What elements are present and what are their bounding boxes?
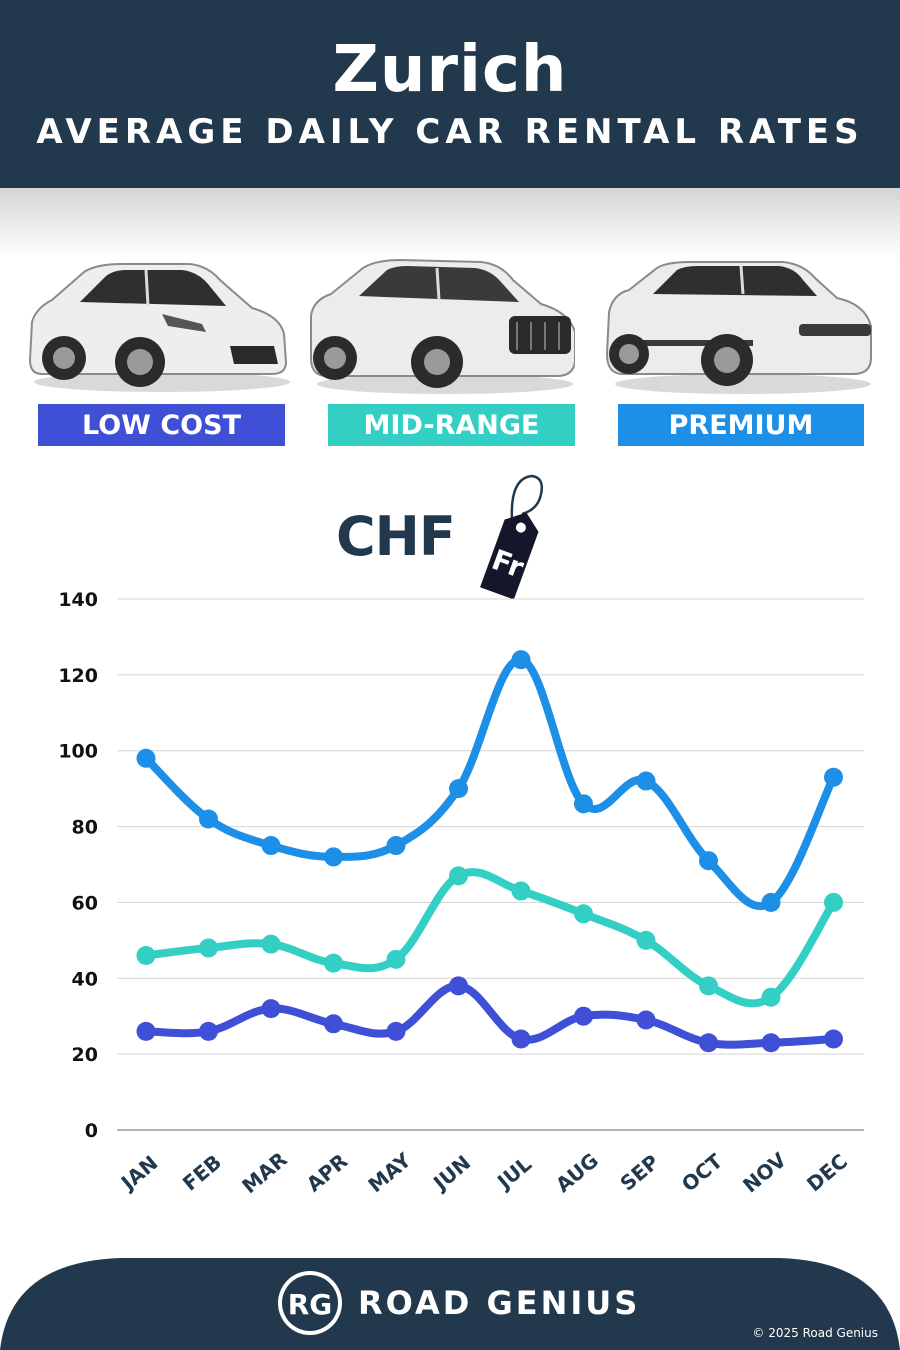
suv-car-image bbox=[310, 258, 575, 394]
premium-badge: PREMIUM bbox=[618, 404, 864, 446]
premium-data-point bbox=[324, 847, 343, 867]
y-tick-label: 20 bbox=[72, 1044, 98, 1066]
x-tick-label: JUL bbox=[491, 1152, 536, 1195]
x-tick-label: OCT bbox=[677, 1149, 727, 1197]
y-tick-label: 140 bbox=[58, 589, 98, 611]
mid-range-data-point bbox=[761, 987, 781, 1007]
mid-range-data-point bbox=[824, 892, 843, 912]
mid-range-badge: MID-RANGE bbox=[328, 404, 575, 446]
y-tick-label: 100 bbox=[58, 741, 98, 763]
low-cost-data-point bbox=[386, 1021, 406, 1041]
mid-range-data-point bbox=[699, 976, 718, 996]
premium-data-point bbox=[449, 779, 468, 799]
x-tick-label: MAY bbox=[363, 1148, 416, 1198]
x-tick-label: NOV bbox=[738, 1147, 791, 1197]
x-tick-label: SEP bbox=[615, 1150, 663, 1196]
premium-data-point bbox=[136, 748, 156, 768]
x-tick-label: JAN bbox=[115, 1151, 162, 1196]
low-cost-data-point bbox=[574, 1006, 593, 1026]
currency-code: CHF bbox=[336, 505, 456, 568]
premium-series-line bbox=[142, 655, 838, 910]
low-cost-data-point bbox=[136, 1021, 156, 1041]
low-cost-data-point bbox=[261, 999, 281, 1019]
header-banner: Zurich AVERAGE DAILY CAR RENTAL RATES bbox=[0, 0, 900, 188]
low-cost-data-point bbox=[636, 1010, 656, 1030]
low-cost-data-point bbox=[761, 1033, 781, 1053]
premium-data-point bbox=[824, 767, 843, 787]
low-cost-data-point bbox=[699, 1033, 718, 1053]
mid-range-data-point bbox=[324, 953, 343, 973]
x-tick-label: APR bbox=[302, 1149, 352, 1197]
low-cost-data-point bbox=[324, 1014, 343, 1034]
premium-data-point bbox=[261, 836, 281, 856]
x-tick-label: DEC bbox=[802, 1149, 852, 1196]
premium-data-point bbox=[636, 771, 656, 791]
premium-data-point bbox=[386, 836, 406, 856]
low-cost-data-point bbox=[511, 1029, 531, 1049]
mid-range-data-point bbox=[261, 934, 281, 954]
premium-data-point bbox=[511, 650, 531, 670]
y-tick-label: 40 bbox=[72, 968, 98, 990]
x-tick-label: AUG bbox=[551, 1148, 603, 1197]
low-cost-badge: LOW COST bbox=[38, 404, 285, 446]
y-tick-label: 0 bbox=[85, 1120, 98, 1142]
y-tick-label: 120 bbox=[58, 665, 98, 687]
premium-data-point bbox=[699, 851, 718, 871]
mid-range-data-point bbox=[136, 946, 156, 966]
mid-range-data-point bbox=[199, 938, 218, 958]
copyright-text: © 2025 Road Genius bbox=[752, 1326, 878, 1340]
x-tick-label: JUN bbox=[427, 1150, 475, 1196]
low-cost-data-point bbox=[824, 1029, 843, 1049]
brand-logo-initials: RG bbox=[288, 1288, 333, 1321]
low-cost-data-point bbox=[449, 976, 468, 996]
premium-data-point bbox=[574, 794, 593, 814]
x-tick-label: FEB bbox=[178, 1150, 226, 1196]
brand-name: ROAD GENIUS bbox=[358, 1284, 641, 1322]
mid-range-data-point bbox=[636, 930, 656, 950]
price-tag-icon: Fr bbox=[480, 474, 543, 600]
hatchback-car-image bbox=[28, 263, 290, 392]
y-tick-label: 60 bbox=[72, 892, 98, 914]
premium-data-point bbox=[761, 892, 781, 912]
premium-data-point bbox=[199, 809, 218, 829]
mid-range-series-line bbox=[142, 868, 838, 1008]
low-cost-data-point bbox=[199, 1021, 218, 1041]
mid-range-data-point bbox=[449, 866, 468, 886]
city-title: Zurich bbox=[332, 33, 568, 107]
page-subtitle: AVERAGE DAILY CAR RENTAL RATES bbox=[36, 112, 864, 152]
y-tick-label: 80 bbox=[72, 817, 98, 839]
x-tick-label: MAR bbox=[237, 1147, 291, 1198]
premium-suv-car-image bbox=[605, 261, 872, 394]
footer-band: RG bbox=[0, 1258, 900, 1350]
header-shadow bbox=[0, 188, 900, 258]
rental-rate-chart: 0 20 40 60 80 100 120 140 JAN FEB MAR APR MAY JUN JUL A… bbox=[58, 589, 864, 1198]
mid-range-data-point bbox=[511, 881, 531, 901]
mid-range-data-point bbox=[386, 949, 406, 969]
mid-range-data-point bbox=[574, 904, 593, 924]
